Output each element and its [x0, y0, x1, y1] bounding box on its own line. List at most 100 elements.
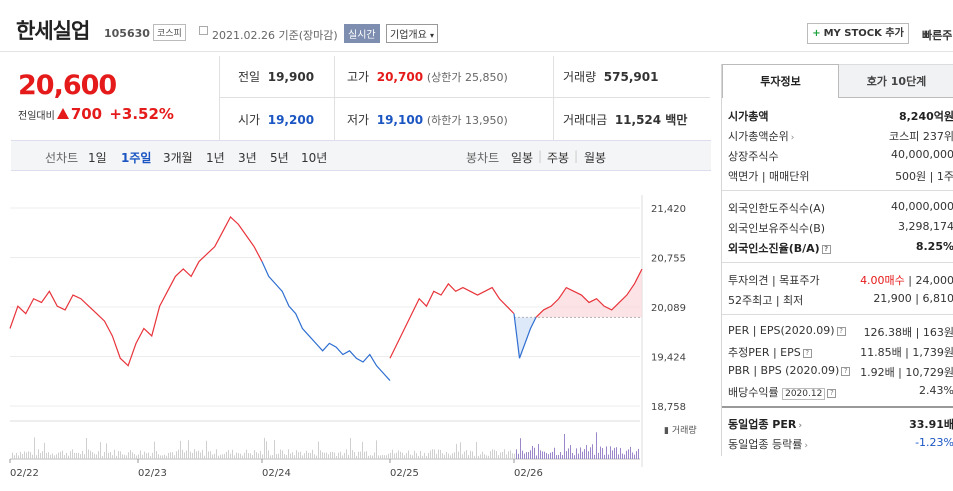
- volume-bar: [380, 455, 381, 459]
- volume-bar: [608, 454, 609, 459]
- row-market-cap: 시가총액 8,240억원: [728, 110, 953, 123]
- tab-investment-info[interactable]: 투자정보: [722, 64, 839, 98]
- volume-bar: [74, 452, 75, 459]
- volume-bar: [172, 452, 173, 459]
- volume-bar: [126, 455, 127, 459]
- volume-bar: [434, 449, 435, 459]
- period-10y[interactable]: 10년: [301, 151, 328, 165]
- period-1d[interactable]: 1일: [88, 151, 107, 165]
- volume-bar: [208, 451, 209, 459]
- volume-bar: [436, 453, 437, 459]
- volume-bar: [242, 455, 243, 459]
- tab-orderbook[interactable]: 호가 10단계: [839, 64, 953, 98]
- volume-bar: [564, 433, 565, 459]
- volume-bar: [186, 450, 187, 459]
- row-52week: 52주최고 | 최저 21,900 | 6,810: [728, 292, 953, 307]
- volume-bar: [524, 453, 525, 459]
- volume-bar: [346, 449, 347, 459]
- plus-icon: +: [812, 28, 821, 39]
- volume-bar: [72, 449, 73, 459]
- volume-bar: [24, 451, 25, 459]
- period-3y[interactable]: 3년: [238, 151, 257, 165]
- volume-bar: [296, 450, 297, 459]
- volume-bar: [136, 455, 137, 459]
- volume-bar: [52, 453, 53, 459]
- volume-bar: [602, 448, 603, 459]
- volume-bar: [80, 454, 81, 459]
- quick-link[interactable]: 빠른주: [922, 29, 953, 42]
- period-1w[interactable]: 1주일: [121, 151, 152, 165]
- volume-bar: [386, 455, 387, 459]
- row-sector-per[interactable]: 동일업종 PER › 33.91배: [728, 418, 953, 431]
- volume-bar: [66, 452, 67, 459]
- volume-bar: [112, 455, 113, 459]
- row-foreign-limit: 외국인한도주식수(A) 40,000,000: [728, 200, 953, 215]
- volume-bar: [354, 452, 355, 459]
- volume-bar: [578, 453, 579, 459]
- volume-bar: [498, 455, 499, 459]
- volume-bar: [132, 452, 133, 459]
- volume-bar: [544, 451, 545, 459]
- y-tick-label: 19,424: [651, 352, 686, 363]
- price-series-line: [261, 261, 391, 381]
- volume-bar: [100, 442, 101, 459]
- row-sector-rate[interactable]: 동일업종 등락률 › -1.23%: [728, 436, 953, 451]
- volume-bar: [514, 453, 515, 459]
- divider: [219, 97, 710, 98]
- company-info-dropdown[interactable]: 기업개요 ▾: [386, 24, 439, 43]
- add-mystock-label: MY STOCK 추가: [823, 28, 904, 39]
- volume-bar: [274, 439, 275, 459]
- period-1y[interactable]: 1년: [206, 151, 225, 165]
- volume-bar: [108, 452, 109, 459]
- x-tick-label: 02/26: [514, 468, 543, 479]
- volume-bar: [214, 453, 215, 459]
- arrow-right-icon: ›: [790, 133, 795, 143]
- volume-bar: [248, 453, 249, 459]
- help-icon: ?: [821, 245, 831, 254]
- candle-weekly[interactable]: 주봉: [547, 151, 570, 165]
- volume-bar: [262, 454, 263, 459]
- add-mystock-button[interactable]: + MY STOCK 추가: [807, 23, 909, 44]
- candle-chart-label: 봉차트: [466, 151, 500, 165]
- volume-bar: [500, 452, 501, 459]
- volume-bar: [284, 454, 285, 459]
- volume-bar: [576, 448, 577, 459]
- volume-bar: [600, 446, 601, 459]
- price-chart[interactable]: 21,420 20,755 20,089 19,424 18,758 ▮ 거래량 02/…: [0, 195, 712, 491]
- volume-bar: [104, 451, 105, 459]
- volume-bar: [260, 450, 261, 459]
- volume-bar: [58, 452, 59, 459]
- price-series-line: [513, 313, 537, 359]
- volume-bar: [70, 451, 71, 459]
- volume-bar: [516, 449, 517, 459]
- volume-bar: [534, 447, 535, 459]
- volume-bar: [526, 452, 527, 459]
- row-cap-rank[interactable]: 시가총액순위 › 코스피 237위: [728, 130, 953, 143]
- volume-bar: [490, 451, 491, 459]
- period-bar: 선차트 1일 1주일 3개월 1년 3년 5년 10년 봉차트 일봉 | 주봉 …: [11, 140, 711, 171]
- price-summary: 20,600 전일대비 700 +3.52%: [11, 56, 219, 140]
- volume-bar: [358, 451, 359, 459]
- realtime-button[interactable]: 실시간: [344, 24, 380, 43]
- candle-daily[interactable]: 일봉: [511, 151, 534, 165]
- volume-bar: [28, 451, 29, 459]
- volume-bar: [300, 451, 301, 459]
- volume-bar: [462, 454, 463, 459]
- volume-bar: [540, 450, 541, 459]
- divider: [553, 56, 554, 140]
- volume-bar: [276, 454, 277, 459]
- volume-bar: [348, 454, 349, 459]
- volume-bar: [222, 454, 223, 459]
- volume-bar: [256, 452, 257, 459]
- separator: |: [574, 149, 579, 163]
- candle-monthly[interactable]: 월봉: [584, 151, 607, 165]
- volume-bar: [530, 450, 531, 459]
- volume-bar: [230, 453, 231, 459]
- volume-bar: [620, 447, 621, 459]
- period-3m[interactable]: 3개월: [163, 151, 193, 165]
- volume-bar: [350, 438, 351, 459]
- volume-bar: [34, 437, 35, 459]
- period-5y[interactable]: 5년: [270, 151, 289, 165]
- volume-bar: [188, 440, 189, 459]
- volume-bar: [574, 455, 575, 459]
